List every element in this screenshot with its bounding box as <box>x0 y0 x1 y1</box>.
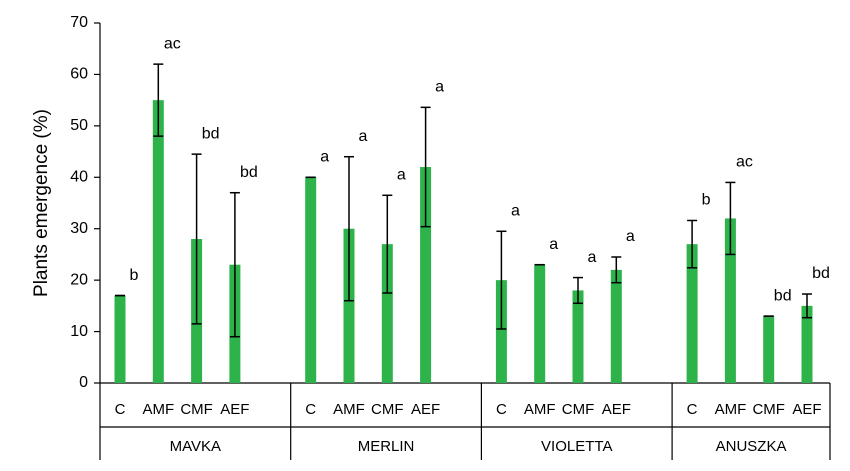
y-tick-label: 70 <box>70 14 88 31</box>
bar <box>724 218 736 383</box>
bar <box>114 295 126 383</box>
significance-label: bd <box>812 265 830 282</box>
significance-label: a <box>435 79 444 96</box>
x-tick-label: C <box>115 401 126 418</box>
x-tick-label: AMF <box>333 401 365 418</box>
group-label: ANUSZKA <box>716 438 787 455</box>
x-tick-label: AEF <box>411 401 440 418</box>
y-tick-label: 10 <box>70 323 88 340</box>
significance-label: a <box>549 236 558 253</box>
significance-label: a <box>397 167 406 184</box>
significance-label: bd <box>202 125 220 142</box>
significance-label: b <box>130 267 139 284</box>
significance-label: a <box>626 228 635 245</box>
bar <box>686 244 698 383</box>
x-tick-label: C <box>496 401 507 418</box>
x-tick-label: CMF <box>371 401 404 418</box>
x-tick-label: CMF <box>562 401 595 418</box>
y-axis-label: Plants emergence (%) <box>31 109 52 297</box>
x-tick-label: AMF <box>524 401 556 418</box>
x-tick-label: CMF <box>180 401 213 418</box>
bar <box>534 264 546 383</box>
bar <box>610 269 622 383</box>
group-label: MAVKA <box>170 438 221 455</box>
x-tick-label: AEF <box>602 401 631 418</box>
y-tick-label: 60 <box>70 66 88 83</box>
significance-label: a <box>359 128 368 145</box>
bar <box>495 280 507 383</box>
significance-label: b <box>702 192 711 209</box>
significance-label: a <box>511 203 520 220</box>
bar <box>763 316 775 383</box>
x-tick-label: CMF <box>752 401 785 418</box>
significance-label: bd <box>240 164 258 181</box>
group-label: MERLIN <box>358 438 415 455</box>
bar <box>343 228 355 383</box>
y-tick-label: 30 <box>70 220 88 237</box>
significance-label: ac <box>164 35 181 52</box>
bar <box>305 177 317 383</box>
x-tick-label: AMF <box>715 401 747 418</box>
x-tick-label: C <box>687 401 698 418</box>
significance-label: ac <box>736 154 753 171</box>
bar <box>381 244 393 383</box>
bar <box>152 100 164 384</box>
y-tick-label: 20 <box>70 271 88 288</box>
significance-label: a <box>320 149 329 166</box>
bar <box>420 167 432 383</box>
x-tick-label: AEF <box>220 401 249 418</box>
y-tick-label: 0 <box>79 374 88 391</box>
y-tick-label: 50 <box>70 117 88 134</box>
significance-label: a <box>588 249 597 266</box>
significance-label: bd <box>774 287 792 304</box>
x-tick-label: AMF <box>142 401 174 418</box>
bar <box>801 305 813 383</box>
x-tick-label: AEF <box>792 401 821 418</box>
group-label: VIOLETTA <box>541 438 612 455</box>
y-tick-label: 40 <box>70 169 88 186</box>
x-tick-label: C <box>305 401 316 418</box>
bar <box>572 290 584 383</box>
